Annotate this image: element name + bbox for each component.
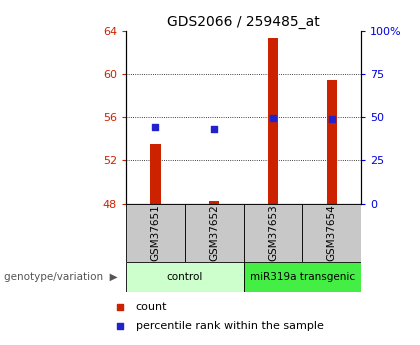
Point [152,124,159,130]
Bar [244,204,302,262]
Text: GSM37654: GSM37654 [327,205,337,261]
Point [211,127,218,132]
Bar [244,262,361,292]
Bar [209,201,220,204]
Text: percentile rank within the sample: percentile rank within the sample [136,321,324,331]
Bar [268,38,278,204]
Point [117,304,124,309]
Bar [126,262,244,292]
Text: GSM37651: GSM37651 [150,205,160,261]
Bar [185,204,244,262]
Text: GSM37653: GSM37653 [268,205,278,261]
Text: control: control [167,272,203,282]
Bar [150,144,161,204]
Bar [326,80,337,204]
Text: GSM37652: GSM37652 [209,205,219,261]
Point [117,323,124,329]
Text: genotype/variation  ▶: genotype/variation ▶ [4,272,118,282]
Title: GDS2066 / 259485_at: GDS2066 / 259485_at [167,14,320,29]
Point [328,116,335,122]
Bar [126,204,185,262]
Text: miR319a transgenic: miR319a transgenic [250,272,355,282]
Bar [302,204,361,262]
Text: count: count [136,302,167,312]
Point [270,115,276,121]
